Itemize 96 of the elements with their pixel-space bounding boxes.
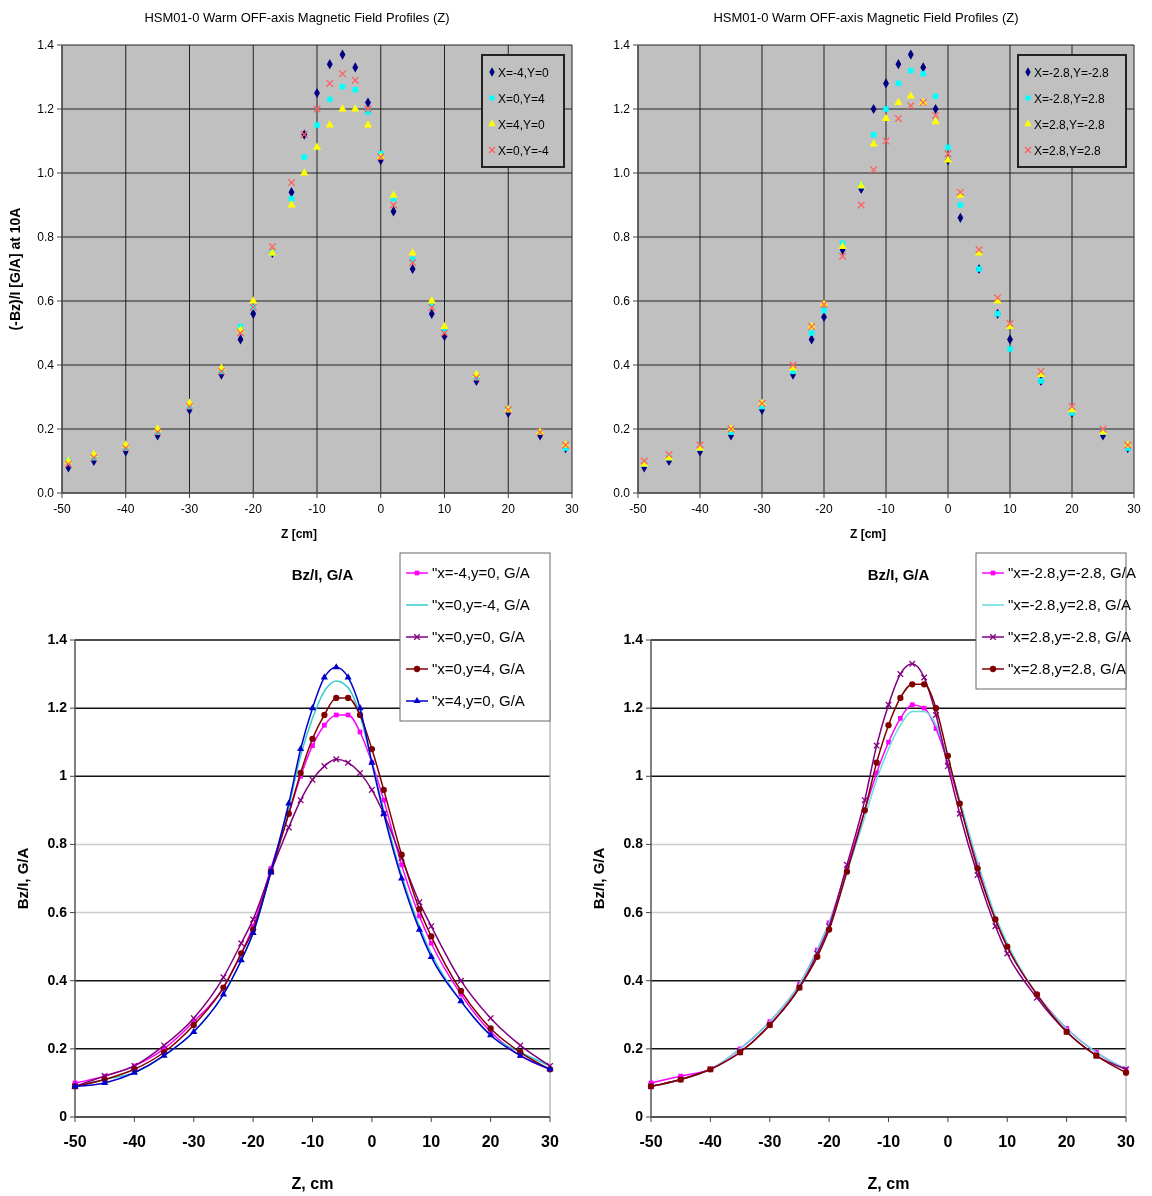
x-tick-label: 0 [944, 502, 952, 516]
x-tick-label: 20 [501, 502, 516, 516]
x-tick-label: 30 [541, 1133, 559, 1150]
x-tick-label: 30 [565, 502, 579, 516]
x-tick-label: 0 [377, 502, 385, 516]
x-tick-label: -50 [639, 1133, 663, 1150]
y-tick-label: 1.2 [37, 102, 55, 116]
y-tick-label: 1.4 [623, 631, 644, 647]
legend-label: X=2.8,Y=-2.8 [1034, 118, 1106, 132]
y-tick-label: 1 [635, 767, 644, 784]
y-tick-label: 1.0 [37, 166, 55, 180]
x-tick-label: -50 [629, 502, 647, 516]
legend-label: "x=-2.8,y=2.8, G/A [1008, 596, 1131, 613]
y-tick-label: 0.2 [47, 1039, 68, 1056]
y-tick-label: 0.4 [613, 358, 631, 372]
chart-title: HSM01-0 Warm OFF-axis Magnetic Field Profiles (Z) [713, 10, 1019, 25]
x-tick-label: -50 [53, 502, 71, 516]
legend-label: "x=2.8,y=2.8, G/A [1008, 660, 1126, 677]
x-axis-title: Z [cm] [281, 527, 317, 541]
y-axis-title: Bz/I, G/A [14, 847, 31, 910]
y-tick-label: 0.6 [37, 294, 55, 308]
x-tick-label: -20 [815, 502, 833, 516]
x-tick-label: -20 [244, 502, 263, 516]
y-tick-label: 0.4 [623, 971, 644, 988]
x-tick-label: -30 [753, 502, 771, 516]
x-tick-label: -10 [300, 1133, 325, 1150]
legend-label: "x=4,y=0, G/A [432, 692, 525, 709]
y-tick-label: 0.0 [37, 486, 55, 500]
y-tick-label: 1.2 [47, 699, 68, 716]
legend-label: X=-2.8,Y=-2.8 [1034, 66, 1110, 80]
y-tick-label: 1 [59, 767, 68, 784]
y-tick-label: 0.6 [613, 294, 631, 308]
x-tick-label: -10 [877, 502, 895, 516]
y-tick-label: 1.4 [47, 631, 68, 647]
x-tick-label: -10 [876, 1133, 901, 1150]
y-tick-label: 1.4 [613, 38, 631, 52]
x-tick-label: 20 [1065, 502, 1079, 516]
y-tick-label: 0.8 [623, 835, 644, 852]
x-tick-label: 20 [1057, 1133, 1076, 1150]
x-tick-label: -20 [817, 1133, 841, 1150]
legend-label: X=0,Y=4 [498, 92, 546, 106]
y-tick-label: 0.6 [623, 903, 644, 920]
y-tick-label: 1.2 [623, 699, 644, 716]
legend-label: X=0,Y=-4 [498, 144, 550, 158]
x-tick-label: 0 [367, 1133, 377, 1150]
x-tick-label: -40 [691, 502, 709, 516]
y-tick-label: 0 [635, 1108, 644, 1124]
y-tick-label: 0.8 [613, 230, 631, 244]
y-tick-label: 0.6 [47, 903, 68, 920]
y-tick-label: 0.4 [47, 971, 68, 988]
y-tick-label: 0 [59, 1108, 68, 1124]
legend-label: "x=0,y=4, G/A [432, 660, 525, 677]
x-tick-label: 10 [1003, 502, 1017, 516]
legend-label: X=-4,Y=0 [498, 66, 550, 80]
legend-label: X=-2.8,Y=2.8 [1034, 92, 1106, 106]
y-tick-label: 1.0 [613, 166, 631, 180]
x-axis-title: Z, cm [867, 1175, 910, 1192]
legend-label: X=2.8,Y=2.8 [1034, 144, 1102, 158]
legend-label: "x=0,y=-4, G/A [432, 596, 530, 613]
chart-title: Bz/I, G/A [867, 566, 930, 583]
y-axis-title: Bz/I, G/A [590, 847, 607, 910]
x-tick-label: -20 [241, 1133, 265, 1150]
chart-title: HSM01-0 Warm OFF-axis Magnetic Field Profiles (Z) [144, 10, 450, 25]
y-tick-label: 0.2 [37, 422, 55, 436]
y-tick-label: 0.8 [37, 230, 55, 244]
y-tick-label: 1.2 [613, 102, 631, 116]
x-tick-label: 0 [943, 1133, 953, 1150]
x-tick-label: 10 [998, 1133, 1017, 1150]
y-tick-label: 0.2 [613, 422, 631, 436]
x-tick-label: -10 [308, 502, 326, 516]
legend-label: "x=2.8,y=-2.8, G/A [1008, 628, 1131, 645]
x-tick-label: -50 [63, 1133, 87, 1150]
x-axis-title: Z [cm] [850, 527, 886, 541]
x-tick-label: -40 [122, 1133, 147, 1150]
y-tick-label: 0.4 [37, 358, 55, 372]
x-tick-label: -30 [180, 502, 199, 516]
legend-label: "x=-4,y=0, G/A [432, 564, 530, 581]
y-tick-label: 0.8 [47, 835, 68, 852]
legend-label: "x=-2.8,y=-2.8, G/A [1008, 564, 1136, 581]
x-tick-label: -40 [117, 502, 135, 516]
legend-label: X=4,Y=0 [498, 118, 546, 132]
x-tick-label: -30 [182, 1133, 206, 1150]
y-tick-label: 1.4 [37, 38, 55, 52]
x-tick-label: -40 [698, 1133, 723, 1150]
x-tick-label: -30 [758, 1133, 782, 1150]
x-tick-label: 30 [1117, 1133, 1135, 1150]
x-tick-label: 20 [481, 1133, 500, 1150]
x-tick-label: 10 [437, 502, 452, 516]
chart-title: Bz/I, G/A [291, 566, 354, 583]
y-tick-label: 0.0 [613, 486, 631, 500]
y-axis-title: (-Bz)/I [G/A] at 10A [7, 207, 23, 331]
legend-label: "x=0,y=0, G/A [432, 628, 525, 645]
x-axis-title: Z, cm [291, 1175, 334, 1192]
x-tick-label: 10 [422, 1133, 441, 1150]
x-tick-label: 30 [1127, 502, 1141, 516]
y-tick-label: 0.2 [623, 1039, 644, 1056]
